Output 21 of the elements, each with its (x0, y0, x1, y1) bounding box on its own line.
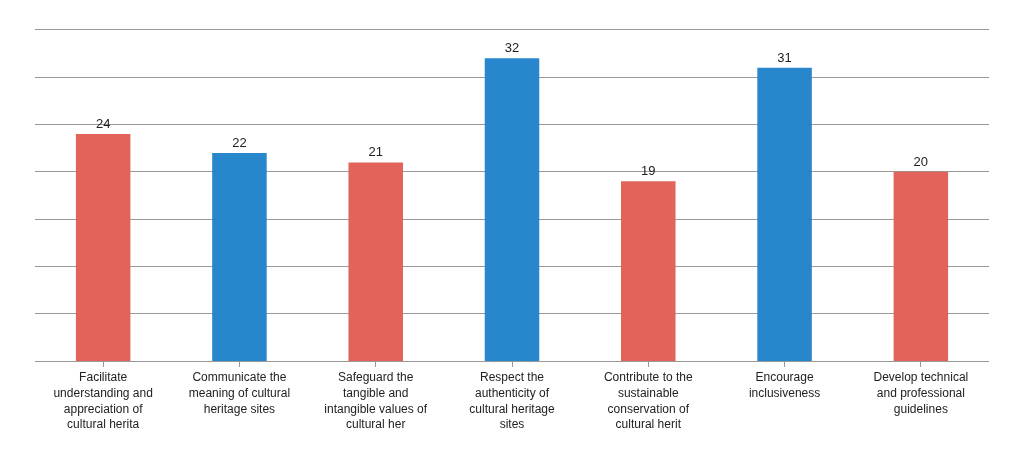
bar (75, 134, 131, 361)
data-label: 19 (641, 163, 656, 179)
bar (212, 152, 267, 361)
bar (484, 58, 540, 361)
data-label: 20 (913, 153, 929, 169)
x-tick-label: Facilitate understanding and appreciation of cultural herita (53, 370, 153, 432)
bar (348, 162, 403, 361)
data-label: 31 (777, 49, 792, 65)
x-tick-label: Communicate the meaning of cultural heritage sites (188, 370, 291, 416)
bar (621, 181, 676, 361)
data-label: 21 (368, 144, 383, 160)
x-tick-label: Develop technical and professional guidelines (873, 370, 969, 416)
data-label: 32 (504, 40, 520, 56)
x-tick-label: Safeguard the tangible and intangible values of cultural her (324, 370, 428, 432)
bar (893, 171, 949, 361)
x-tick-label: Respect the authenticity of cultural heritage sites (469, 370, 556, 432)
x-tick-label: Contribute to the sustainable conservation of cultural herit (603, 370, 693, 432)
bar (757, 67, 812, 361)
data-label: 24 (95, 116, 111, 132)
x-tick-label: Encourage inclusiveness (748, 370, 821, 400)
data-label: 22 (232, 134, 247, 150)
